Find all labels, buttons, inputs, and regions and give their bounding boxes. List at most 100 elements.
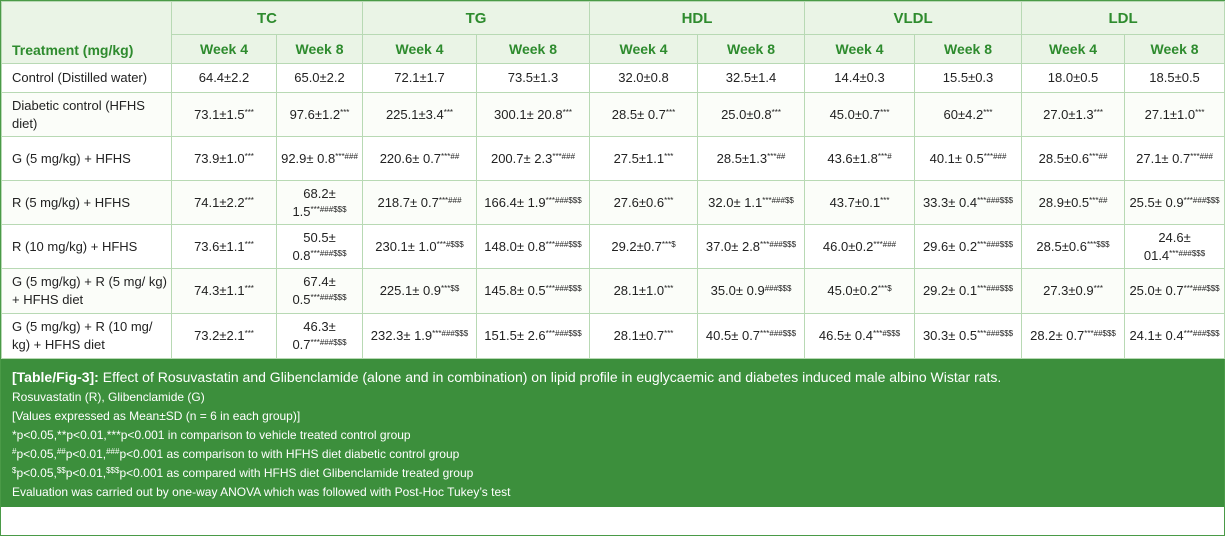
significance-marker: ***###$$$	[977, 284, 1014, 293]
mean-sd-value: 40.5± 0.7	[705, 328, 761, 343]
significance-marker: ***	[244, 284, 254, 293]
significance-marker: ***	[664, 329, 674, 338]
value-cell: 27.3±0.9***	[1021, 268, 1126, 314]
value-cell: 28.9±0.5***##	[1021, 180, 1126, 225]
treatment-cell: G (5 mg/kg) + HFHS	[1, 136, 172, 181]
mean-sd-value: 225.1± 0.9	[379, 283, 442, 298]
mean-sd-value: 67.4± 0.5	[292, 274, 336, 307]
value-cell: 14.4±0.3	[804, 63, 916, 93]
value-cell: 220.6± 0.7***##	[362, 136, 477, 181]
significance-marker: ***	[664, 195, 674, 205]
week-header: Week 4	[171, 34, 277, 64]
significance-marker: ***###$$	[762, 195, 794, 205]
mean-sd-value: 28.9±0.5	[1038, 194, 1090, 210]
significance-marker: ***	[340, 107, 350, 117]
mean-sd-value: 74.1±2.2	[194, 194, 245, 210]
significance-marker: ***###$$$	[545, 284, 582, 293]
mean-sd-value: 43.6±1.8	[827, 150, 878, 166]
significance-marker: ***###$$$	[310, 204, 347, 214]
mean-sd-value: 37.0± 2.8	[705, 238, 761, 254]
value-cell: 200.7± 2.3***###	[476, 136, 590, 181]
mean-sd-value: 73.6±1.1	[194, 238, 245, 254]
mean-sd-value: 151.5± 2.6	[484, 328, 546, 343]
significance-marker: ***###$$$	[545, 195, 582, 205]
week-header: Week 4	[1021, 34, 1126, 64]
value-cell: 45.0±0.2***$	[804, 268, 916, 314]
significance-marker: ***	[880, 195, 890, 205]
mean-sd-value: 65.0±2.2	[294, 70, 345, 85]
table-row: G (5 mg/kg) + HFHS 73.9±1.0*** 92.9± 0.8**…	[1, 136, 1225, 181]
value-cell: 24.1± 0.4***###$$$	[1124, 313, 1225, 359]
week-header: Week 8	[276, 34, 363, 64]
mean-sd-value: 15.5±0.3	[942, 70, 994, 85]
value-cell: 148.0± 0.8***###$$$	[476, 224, 590, 269]
mean-sd-value: 24.6± 01.4	[1143, 229, 1191, 263]
mean-sd-value: 28.1±0.7	[613, 328, 665, 343]
mean-sd-value: 28.5±0.6	[1038, 150, 1090, 166]
value-cell: 35.0± 0.9###$$$	[696, 268, 806, 314]
value-cell: 50.5± 0.8***###$$$	[276, 224, 363, 269]
value-cell: 45.0±0.7***	[804, 92, 916, 137]
value-cell: 232.3± 1.9***###$$$	[362, 313, 477, 359]
mean-sd-value: 28.1±1.0	[613, 283, 665, 298]
mean-sd-value: 72.1±1.7	[394, 70, 445, 85]
value-cell: 32.5±1.4	[696, 63, 806, 93]
caption-values-note: [Values expressed as Mean±SD (n = 6 in e…	[12, 409, 301, 423]
significance-marker: ***###$$$	[1183, 284, 1220, 293]
value-cell: 73.2±2.1***	[171, 313, 277, 359]
value-cell: 25.0±0.8***	[696, 92, 806, 137]
significance-marker: ***##	[767, 151, 786, 161]
mean-sd-value: 25.0±0.8	[721, 106, 772, 122]
value-cell: 25.0± 0.7***###$$$	[1124, 268, 1225, 314]
caption-label: [Table/Fig-3]:	[12, 369, 99, 385]
significance-marker: ***##	[1089, 151, 1108, 161]
treatment-cell: Control (Distilled water)	[1, 63, 172, 93]
value-cell: 27.5±1.1***	[589, 136, 698, 181]
significance-marker: ***#$$$	[873, 329, 901, 338]
week-header: Week 8	[1124, 34, 1225, 64]
mean-sd-value: 27.6±0.6	[613, 194, 665, 210]
significance-marker: ***	[1093, 284, 1103, 293]
value-cell: 43.6±1.8***#	[804, 136, 916, 181]
caption-title: [Table/Fig-3]: Effect of Rosuvastatin an…	[12, 369, 1214, 385]
mean-sd-value: 218.7± 0.7	[377, 194, 439, 210]
mean-sd-value: 97.6±1.2	[289, 106, 341, 122]
value-cell: 24.6± 01.4***###$$$	[1124, 224, 1225, 269]
value-cell: 43.7±0.1***	[804, 180, 916, 225]
mean-sd-value: 300.1± 20.8	[494, 106, 563, 122]
significance-marker: ***###	[1190, 151, 1213, 161]
value-cell: 300.1± 20.8***	[476, 92, 590, 137]
mean-sd-value: 29.2± 0.1	[922, 283, 978, 298]
value-cell: 73.6±1.1***	[171, 224, 277, 269]
mean-sd-value: 35.0± 0.9	[710, 283, 765, 298]
week-header: Week 4	[362, 34, 477, 64]
caption-significance-glibenclamide: $p<0.05,$$p<0.01,$$$p<0.001 as compared …	[12, 466, 474, 480]
significance-marker: ###$$$	[764, 284, 792, 293]
treatment-cell: G (5 mg/kg) + R (5 mg/ kg) + HFHS diet	[1, 268, 172, 314]
caption-title-text: Effect of Rosuvastatin and Glibenclamide…	[102, 369, 1002, 385]
caption-abbreviations: Rosuvastatin (R), Glibenclamide (G)	[12, 390, 205, 404]
significance-marker: ***$$$	[1086, 239, 1110, 249]
significance-marker: ***	[244, 195, 254, 205]
value-cell: 73.1±1.5***	[171, 92, 277, 137]
value-cell: 74.3±1.1***	[171, 268, 277, 314]
mean-sd-value: 73.2±2.1	[194, 328, 245, 343]
significance-marker: ***	[244, 107, 254, 117]
mean-sd-value: 45.0±0.2	[827, 283, 878, 298]
value-cell: 30.3± 0.5***###$$$	[914, 313, 1023, 359]
value-cell: 74.1±2.2***	[171, 180, 277, 225]
group-header-vldl: VLDL	[804, 1, 1023, 35]
significance-marker: ***#	[877, 151, 892, 161]
value-cell: 28.2± 0.7***##$$$	[1021, 313, 1126, 359]
value-cell: 28.5± 0.7***	[589, 92, 698, 137]
mean-sd-value: 28.5±1.3	[716, 150, 768, 166]
lipid-profile-table: Treatment (mg/kg) TC TG HDL VLDL LDL Wee…	[1, 1, 1225, 359]
significance-marker: ***###$$$	[310, 338, 347, 347]
table-row: G (5 mg/kg) + R (5 mg/ kg) + HFHS diet 74…	[1, 268, 1225, 314]
significance-marker: ***$	[661, 239, 676, 249]
value-cell: 145.8± 0.5***###$$$	[476, 268, 590, 314]
value-cell: 97.6±1.2***	[276, 92, 363, 137]
value-cell: 32.0±0.8	[589, 63, 698, 93]
value-cell: 29.6± 0.2***###$$$	[914, 224, 1023, 269]
mean-sd-value: 74.3±1.1	[194, 283, 245, 298]
